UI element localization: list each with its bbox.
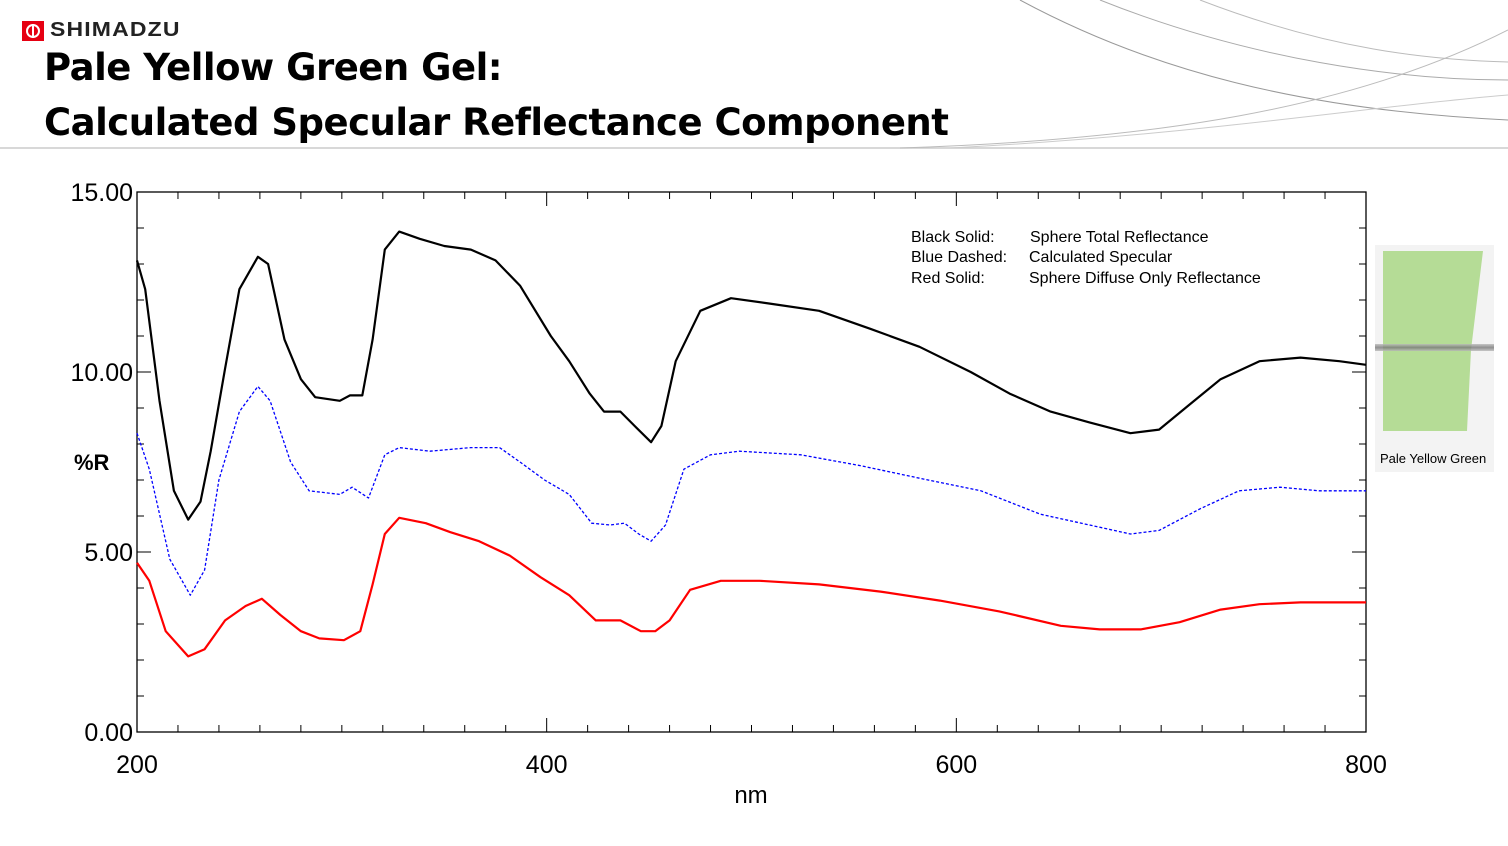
legend-desc-2: Sphere Diffuse Only Reflectance xyxy=(1029,270,1261,287)
x-tick-label: 400 xyxy=(526,751,568,779)
y-tick-label: 10.00 xyxy=(70,359,133,387)
brand-name: SHIMADZU xyxy=(50,19,181,41)
y-tick-label: 5.00 xyxy=(84,539,133,567)
y-tick-label: 0.00 xyxy=(84,719,133,747)
x-axis-label: nm xyxy=(734,782,767,809)
sample-photo: Pale Yellow Green xyxy=(1375,245,1494,472)
decorative-swoosh-lines xyxy=(0,0,1508,149)
shimadzu-emblem-icon xyxy=(22,20,44,41)
series-line-1 xyxy=(136,385,1366,596)
slide-title-line2: Calculated Specular Reflectance Componen… xyxy=(44,101,949,144)
series-line-2 xyxy=(136,516,1366,658)
slide-title-line1: Pale Yellow Green Gel: xyxy=(44,46,503,89)
x-tick-label: 800 xyxy=(1345,751,1387,779)
legend-key-1: Blue Dashed: xyxy=(911,249,1008,266)
legend-desc-0: Sphere Total Reflectance xyxy=(1030,229,1209,246)
y-axis-label: %R xyxy=(74,450,110,475)
legend-key-0: Black Solid: xyxy=(911,229,995,246)
legend-key-2: Red Solid: xyxy=(911,270,985,287)
holder-rod xyxy=(1375,344,1494,351)
x-tick-label: 200 xyxy=(116,751,158,779)
photo-caption: Pale Yellow Green xyxy=(1380,451,1487,466)
x-tick-label: 600 xyxy=(935,751,977,779)
y-tick-label: 15.00 xyxy=(70,179,133,207)
shimadzu-logo: SHIMADZU xyxy=(22,19,179,42)
legend-desc-1: Calculated Specular xyxy=(1029,249,1173,266)
series-line-0 xyxy=(135,230,1367,521)
gel-sample-image xyxy=(1383,251,1483,431)
